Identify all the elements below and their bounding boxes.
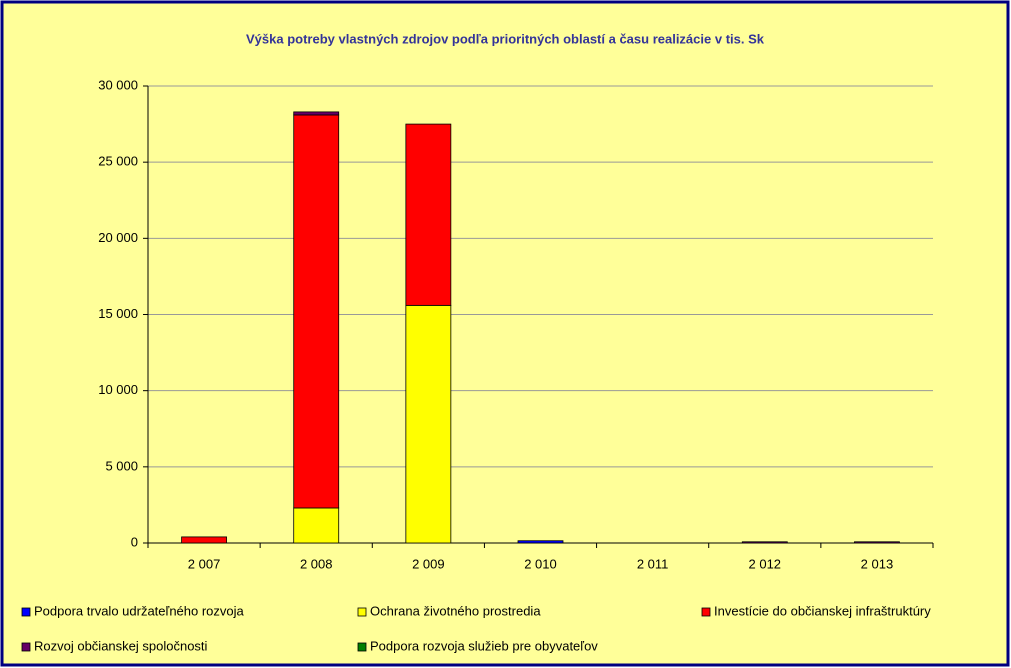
legend-label: Ochrana životného prostredia <box>370 603 541 618</box>
x-tick-label: 2 009 <box>412 556 445 571</box>
y-tick-label: 5 000 <box>105 458 138 473</box>
legend-label: Rozvoj občianskej spoločnosti <box>34 638 208 653</box>
legend-swatch <box>357 642 367 652</box>
bar-segment <box>181 536 227 544</box>
legend-swatch <box>21 607 31 617</box>
legend-label: Podpora rozvoja služieb pre obyvateľov <box>370 638 598 653</box>
legend-swatch <box>701 607 711 617</box>
bar-segment <box>293 114 340 509</box>
legend-label: Podpora trvalo udržateľného rozvoja <box>34 603 245 618</box>
bar-segment <box>741 541 788 544</box>
y-tick-label: 0 <box>131 534 138 549</box>
y-tick-label: 25 000 <box>98 154 138 169</box>
bar-segment <box>405 123 452 306</box>
x-tick-label: 2 008 <box>300 556 333 571</box>
x-tick-label: 2 010 <box>524 556 557 571</box>
y-tick-label: 10 000 <box>98 382 138 397</box>
x-tick-label: 2 011 <box>637 556 669 571</box>
chart-title: Výška potreby vlastných zdrojov podľa pr… <box>246 31 765 46</box>
x-tick-label: 2 012 <box>749 556 782 571</box>
legend-label: Investície do občianskej infraštruktúry <box>714 603 931 618</box>
x-tick-label: 2 013 <box>861 556 894 571</box>
bar-segment <box>405 304 452 544</box>
y-tick-label: 20 000 <box>98 230 138 245</box>
x-tick-label: 2 007 <box>188 556 221 571</box>
bar-segment <box>517 540 564 544</box>
bar-segment <box>293 507 340 544</box>
y-tick-label: 30 000 <box>98 77 138 92</box>
legend-swatch <box>357 607 367 617</box>
bar-segment <box>854 541 900 544</box>
legend-swatch <box>21 642 31 652</box>
bar-segment <box>293 111 340 116</box>
y-tick-label: 15 000 <box>98 306 138 321</box>
